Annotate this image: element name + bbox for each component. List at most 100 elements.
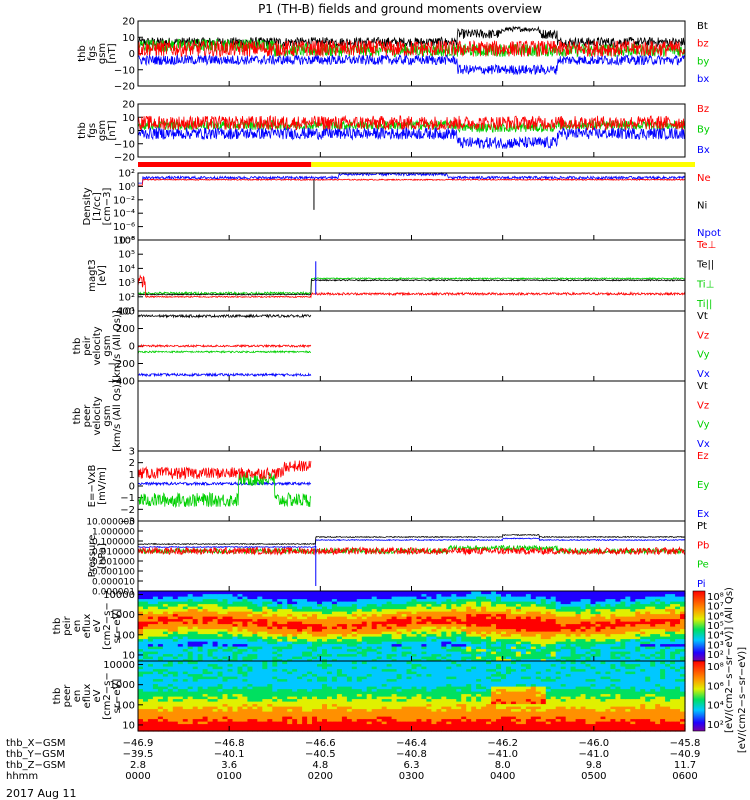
series-ne [138,178,686,186]
y-tick-label: 10000 [103,590,135,601]
legend-pi: Pi [697,579,706,590]
y-tick-label: 10⁶ [118,236,135,247]
y-axis-label: gsm [102,405,113,426]
y-tick-label: 10³ [118,278,135,289]
y-tick-label: 0.000010 [92,578,135,588]
colorbar-tick-label: 10⁴ [707,631,724,642]
x-tick-label: 0600 [672,771,697,782]
series-vx [137,372,312,378]
legend-vx: Vx [697,369,710,380]
x-tick-label: −41.0 [487,749,518,760]
y-axis-label: [cm−3] [102,188,113,226]
y-tick-label: −400 [108,377,135,388]
legend-vt: Vt [697,311,708,322]
colorbar-tick-label: 10³ [707,640,724,651]
series-ey [137,471,312,509]
y-axis-label: velocity [92,326,103,365]
y-tick-label: 1000 [110,680,135,691]
x-tick-label: 0000 [125,771,150,782]
y-axis-label: [cm2−s− [102,672,113,719]
y-tick-label: 10² [118,292,135,303]
y-tick-label: 10.000000 [86,518,135,528]
colorbar-label: [eV/(cm2−s−sr−eV)] (All Qs) [724,587,735,733]
y-axis-label: gsm [102,335,113,356]
x-tick-label: −40.8 [396,749,427,760]
legend-pt: Pt [697,521,707,532]
x-tick-label: 4.8 [312,760,328,771]
y-axis-label: thb [52,688,63,705]
y-axis-label: en [72,620,83,633]
colorbar-tick-label: 10² [707,650,724,661]
y-tick-label: 10 [122,33,135,44]
series-vt [137,313,312,319]
y-axis-label: [1/cc] [92,192,103,221]
colorbar-tick-label: 10⁸ [707,662,724,673]
y-tick-label: 0.100000 [92,538,135,548]
legend-by: By [697,125,710,136]
y-tick-label: 10 [122,720,135,731]
colorbar-tick-label: 10⁶ [707,611,724,622]
x-tick-label: 9.8 [586,760,602,771]
y-axis-label: [mV/m] [97,467,108,505]
legend-vt: Vt [697,381,708,392]
y-tick-label: 0.000001 [92,588,135,598]
y-axis-label: E=−VxB [87,465,98,508]
panel-8: 10.0000001.0000000.1000000.0100000.00100… [86,518,709,598]
x-tick-label: −40.9 [670,749,701,760]
legend-ey: Ey [697,480,709,491]
y-tick-label: 10 [122,113,135,124]
y-tick-label: 10⁻² [113,195,135,206]
x-tick-label: −46.9 [123,738,154,749]
date-label: 2017 Aug 11 [6,787,76,800]
y-tick-label: 1 [129,470,135,481]
y-axis-label: peer [62,684,73,708]
legend-ne: Ne [697,173,711,184]
legend-ti⊥: Ti⊥ [696,279,714,290]
series-ez [137,460,312,481]
y-tick-label: 10 [122,650,135,661]
x-tick-label: −40.5 [305,749,336,760]
y-tick-label: −20 [114,153,135,164]
x-axis-row-label: hhmm [6,771,38,782]
y-axis-label: eV [92,689,103,702]
colorbar-tick-label: 10⁸ [707,592,724,603]
series-vy [137,349,311,354]
series-pi [137,537,686,549]
legend-ex: Ex [697,509,709,520]
y-axis-label: [km/s (All Qs)] [112,380,123,452]
legend-pe: Pe [697,560,709,571]
y-tick-label: −20 [114,82,135,93]
y-tick-label: 20 [122,17,135,28]
y-tick-label: 10⁻⁸ [113,236,135,247]
series-te-perp [137,274,686,299]
y-axis-label: Density [82,187,93,225]
y-tick-label: 100 [116,700,135,711]
x-tick-label: −41.0 [579,749,610,760]
y-axis-label: en [72,690,83,703]
y-axis-label: fgs [87,46,98,61]
panel-2: 20 10 0 −10 −20 thb fgs gsm [nT] Bz By Bx [77,100,710,164]
mode-bar-red [138,162,312,167]
y-axis-label: [nPa] [97,543,108,569]
series-bz [137,39,686,59]
legend-vy: Vy [697,420,710,431]
panel-10: 10000 1000 100 10 10⁸ 10⁶ 10⁴ 10² thb peer en eflux… [52,660,724,732]
y-axis-label: thb [72,408,83,425]
y-axis-label: gsm [97,43,108,64]
y-tick-label: 10⁰ [118,182,135,193]
y-tick-label: 20 [122,100,135,111]
legend-te⊥: Te⊥ [696,240,716,251]
series-vz [137,343,312,349]
y-tick-label: 10⁴ [118,264,135,275]
legend-bt: Bt [697,21,708,32]
y-tick-label: 0.010000 [92,548,135,558]
y-tick-label: −10 [114,65,135,76]
x-tick-label: −45.8 [670,738,701,749]
legend-by: by [697,56,709,67]
y-axis-label: eflux [82,614,93,639]
y-axis-label: thb [52,618,63,635]
y-axis-label: sr−eV] [112,609,123,644]
x-tick-label: 8.0 [495,760,511,771]
colorbar-tick-label: 10⁴ [707,701,724,712]
